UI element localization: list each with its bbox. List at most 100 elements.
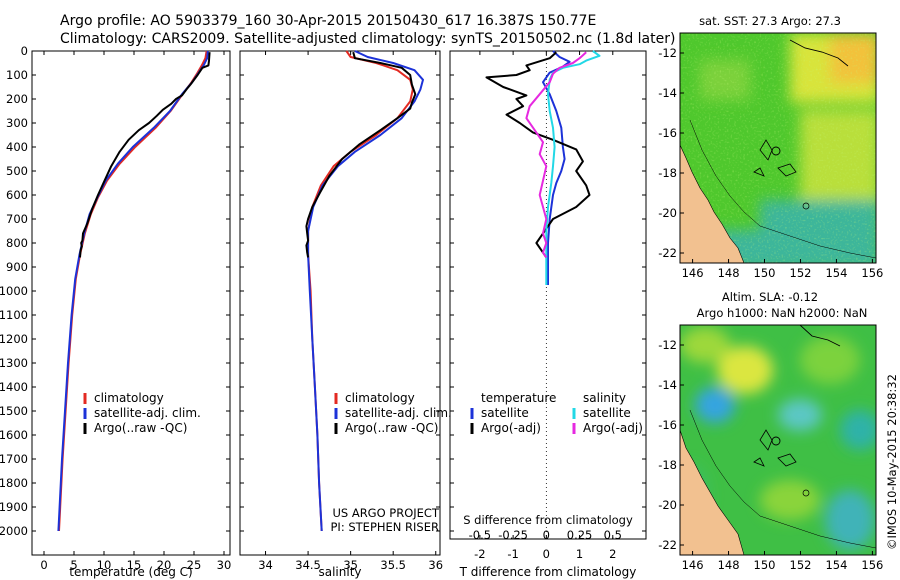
legend-title-temperature: temperature xyxy=(481,391,556,405)
depth-axis: 0 100 200 300 400 500 600 700 800 900 1000 1100 1200… xyxy=(0,44,230,538)
sla-map-subtitle: Argo h1000: NaN h2000: NaN xyxy=(697,306,868,320)
x-tick-label: -1 xyxy=(507,547,518,561)
depth-tick-label: 300 xyxy=(6,116,28,130)
png-coast xyxy=(789,39,849,67)
depth-tick-label: 1300 xyxy=(0,356,28,370)
latitude-label: -20 xyxy=(658,498,677,512)
header-line-1: Argo profile: AO 5903379_160 30-Apr-2015… xyxy=(60,13,596,29)
depth-tick-label: 1200 xyxy=(0,332,28,346)
latitude-label: -12 xyxy=(658,338,677,352)
longitude-label: 146 xyxy=(682,266,704,280)
reef-circle xyxy=(802,202,810,210)
x-tick-label: 0 xyxy=(543,547,550,561)
longitude-label: 156 xyxy=(861,266,883,280)
x-tick-label: 15 xyxy=(127,558,142,572)
x-tick-label: 1 xyxy=(576,547,583,561)
s-diff-tick-label: 0.5 xyxy=(604,528,622,542)
depth-tick-label: 1000 xyxy=(0,284,28,298)
series-line-argo-raw-qc xyxy=(305,51,417,258)
reef-circle xyxy=(802,489,810,497)
series-line-s-satellite xyxy=(545,50,601,285)
latitude-label: -18 xyxy=(658,166,677,180)
latitude-label: -22 xyxy=(658,246,677,260)
latitude-label: -14 xyxy=(658,378,677,392)
s-diff-tick-label: -0.5 xyxy=(469,528,491,542)
legend-label-s-argo: Argo(-adj) xyxy=(583,421,643,435)
depth-tick-label: 1700 xyxy=(0,452,28,466)
sla-map-axes: 146 148 150 152 154 156 -12 -14 -16 -18 -20 -22 xyxy=(658,338,883,572)
longitude-label: 154 xyxy=(825,558,847,572)
temperature-panel: 0100200300400500600700800900100011001200… xyxy=(0,44,231,579)
salinity-panel: 34 34.5 35 35.5 36 salinity climatology sate… xyxy=(239,50,452,579)
salinity-axes-frame xyxy=(239,50,441,556)
longitude-label: 150 xyxy=(754,558,776,572)
latitude-label: -18 xyxy=(658,458,677,472)
credit-project: US ARGO PROJECT xyxy=(332,506,440,520)
sst-map-title: sat. SST: 27.3 Argo: 27.3 xyxy=(699,14,841,28)
legend-label-satellite: satellite-adj. clim. xyxy=(345,406,452,420)
longitude-label: 148 xyxy=(718,266,740,280)
depth-tick-label: 1400 xyxy=(0,380,28,394)
depth-tick-label: 1600 xyxy=(0,428,28,442)
s-difference-label: S difference from climatology xyxy=(463,513,633,527)
depth-tick-label: 1800 xyxy=(0,476,28,490)
depth-tick-label: 500 xyxy=(6,164,28,178)
temperature-xlabel: temperature (deg C) xyxy=(69,565,192,579)
legend-label-satellite: satellite-adj. clim. xyxy=(94,406,201,420)
longitude-label: 156 xyxy=(861,558,883,572)
difference-profiles xyxy=(485,50,601,285)
longitude-label: 152 xyxy=(790,558,812,572)
salinity-profiles xyxy=(305,50,424,532)
x-tick-label: 36 xyxy=(428,558,443,572)
salinity-y-ticks xyxy=(240,50,440,532)
difference-y-ticks xyxy=(450,50,646,532)
temperature-profiles xyxy=(57,50,211,532)
depth-tick-label: 700 xyxy=(6,212,28,226)
temperature-axes-frame xyxy=(31,50,231,556)
series-line-t-argo-adj xyxy=(485,51,591,258)
sst-map: sat. SST: 27.3 Argo: 27.3 146 148 150 152 15… xyxy=(658,14,883,280)
depth-tick-label: 200 xyxy=(6,92,28,106)
depth-tick-label: 0 xyxy=(21,44,28,58)
x-tick-label: 2 xyxy=(609,547,616,561)
depth-tick-label: 2000 xyxy=(0,524,28,538)
series-line-satellite-adj-clim xyxy=(307,50,424,532)
depth-tick-label: 400 xyxy=(6,140,28,154)
x-tick-label: 10 xyxy=(97,558,112,572)
sla-field xyxy=(680,325,876,555)
sst-map-axes: 146 148 150 152 154 156 -12 -14 -16 -18 -20 -22 xyxy=(658,46,883,280)
longitude-label: 150 xyxy=(754,266,776,280)
legend-title-salinity: salinity xyxy=(583,391,626,405)
salinity-xlabel: salinity xyxy=(318,565,361,579)
header-line-2: Climatology: CARS2009. Satellite-adjuste… xyxy=(60,31,675,47)
x-tick-label: 5 xyxy=(70,558,77,572)
x-tick-label: 30 xyxy=(217,558,232,572)
argo-position-marker xyxy=(771,436,781,446)
imos-timestamp: ©IMOS 10-May-2015 20:38:32 xyxy=(885,374,899,550)
series-line-satellite-adj-clim xyxy=(57,50,209,532)
latitude-label: -20 xyxy=(658,206,677,220)
longitude-label: 146 xyxy=(682,558,704,572)
difference-axes-frame xyxy=(449,50,647,540)
temperature-legend: climatology satellite-adj. clim. Argo(..… xyxy=(83,391,201,435)
x-tick-label: 35 xyxy=(343,558,358,572)
legend-label-s-satellite: satellite xyxy=(583,406,631,420)
x-tick-label: 0 xyxy=(40,558,47,572)
latitude-label: -16 xyxy=(658,418,677,432)
depth-tick-label: 1900 xyxy=(0,500,28,514)
depth-tick-label: 800 xyxy=(6,236,28,250)
x-tick-label: 34.5 xyxy=(295,558,321,572)
depth-tick-label: 1500 xyxy=(0,404,28,418)
series-line-s-argo-adj xyxy=(525,51,587,258)
australia-coast xyxy=(680,144,745,263)
x-tick-label: 35.5 xyxy=(380,558,406,572)
credit-pi: PI: STEPHEN RISER xyxy=(331,520,440,534)
australia-coast xyxy=(680,429,745,555)
legend-label-argo: Argo(..raw -QC) xyxy=(345,421,438,435)
legend-label-argo: Argo(..raw -QC) xyxy=(94,421,187,435)
longitude-label: 154 xyxy=(825,266,847,280)
depth-tick-label: 100 xyxy=(6,68,28,82)
legend-label-t-argo: Argo(-adj) xyxy=(481,421,541,435)
latitude-label: -16 xyxy=(658,126,677,140)
depth-tick-label: 1100 xyxy=(0,308,28,322)
